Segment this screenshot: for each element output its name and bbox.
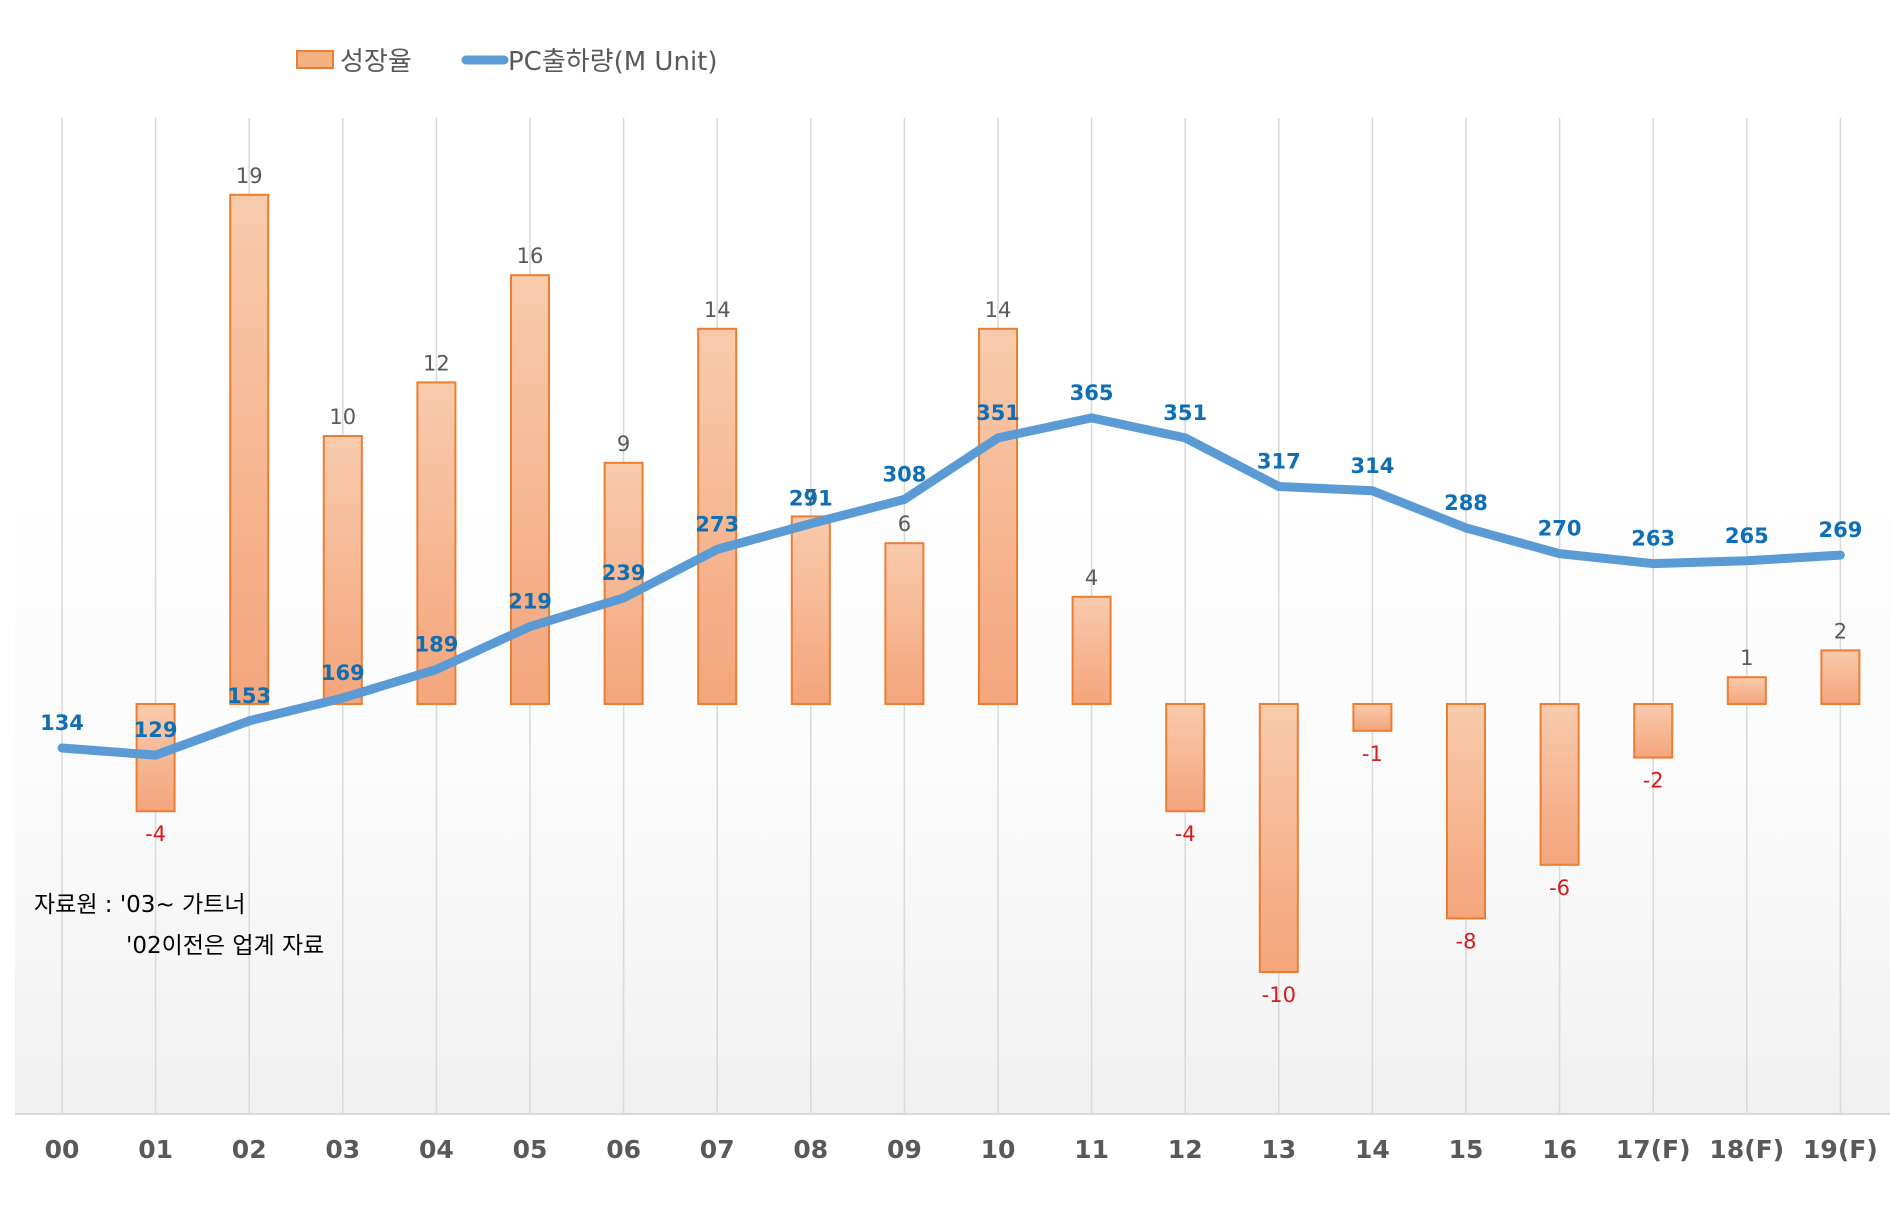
bar-label-06: 9 bbox=[617, 432, 630, 456]
source-line-1: 자료원 : '03~ 가트너 bbox=[34, 892, 246, 918]
line-label-19(F): 269 bbox=[1818, 518, 1862, 542]
bar-03 bbox=[322, 435, 363, 705]
line-label-08: 291 bbox=[789, 487, 833, 511]
x-tick-06: 06 bbox=[606, 1135, 641, 1164]
line-label-17(F): 263 bbox=[1631, 527, 1675, 551]
x-tick-10: 10 bbox=[981, 1135, 1016, 1164]
x-tick-14: 14 bbox=[1355, 1135, 1390, 1164]
line-label-04: 189 bbox=[414, 632, 458, 656]
legend: 성장율 PC출하량(M Unit) bbox=[296, 47, 718, 77]
bar-14 bbox=[1352, 703, 1393, 732]
line-label-07: 273 bbox=[695, 512, 739, 536]
line-label-10: 351 bbox=[976, 401, 1020, 425]
bar-label-01: -4 bbox=[145, 822, 166, 846]
bar-label-13: -10 bbox=[1262, 983, 1296, 1007]
x-axis-ticks: 00 01 02 03 04 05 06 07 08 09 10 11 12 13 14 15 16 17(F) 1… bbox=[45, 1135, 1878, 1164]
line-label-01: 129 bbox=[134, 718, 178, 742]
bar-17(F) bbox=[1633, 703, 1674, 759]
line-series-pc-shipments bbox=[57, 413, 1845, 760]
bar-label-04: 12 bbox=[423, 351, 450, 375]
bar-02 bbox=[229, 193, 270, 706]
line-label-02: 153 bbox=[227, 684, 271, 708]
bar-10 bbox=[978, 327, 1018, 705]
bar-label-16: -6 bbox=[1549, 876, 1570, 900]
bar-15 bbox=[1446, 703, 1486, 920]
line-path bbox=[57, 413, 1845, 760]
line-label-05: 219 bbox=[508, 590, 552, 614]
line-label-18(F): 265 bbox=[1725, 524, 1769, 548]
x-tick-15: 15 bbox=[1449, 1135, 1484, 1164]
bar-label-03: 10 bbox=[329, 405, 356, 429]
bar-16 bbox=[1539, 703, 1580, 866]
x-tick-16: 16 bbox=[1542, 1135, 1577, 1164]
x-tick-05: 05 bbox=[513, 1135, 548, 1164]
bar-label-02: 19 bbox=[236, 164, 263, 188]
bar-label-14: -1 bbox=[1362, 742, 1383, 766]
bar-series-growth-rate bbox=[135, 193, 1861, 973]
bar-label-18(F): 1 bbox=[1740, 646, 1753, 670]
bar-label-09: 6 bbox=[898, 512, 911, 536]
bar-18(F) bbox=[1726, 676, 1767, 706]
source-line-2: '02이전은 업계 자료 bbox=[126, 933, 324, 959]
x-tick-17(F): 17(F) bbox=[1616, 1135, 1691, 1164]
x-tick-01: 01 bbox=[138, 1135, 173, 1164]
bar-05 bbox=[510, 274, 550, 705]
bar-label-10: 14 bbox=[985, 298, 1012, 322]
legend-bar-label: 성장율 bbox=[340, 47, 412, 77]
bar-07 bbox=[697, 327, 738, 705]
line-label-11: 365 bbox=[1070, 381, 1114, 405]
line-label-14: 314 bbox=[1350, 454, 1394, 478]
bar-08 bbox=[790, 515, 831, 706]
legend-line-label: PC출하량(M Unit) bbox=[508, 47, 718, 77]
x-tick-03: 03 bbox=[325, 1135, 360, 1164]
x-tick-08: 08 bbox=[793, 1135, 828, 1164]
bar-label-05: 16 bbox=[517, 244, 544, 268]
legend-bar-swatch bbox=[296, 50, 334, 69]
x-tick-00: 00 bbox=[45, 1135, 80, 1164]
bar-label-15: -8 bbox=[1456, 929, 1477, 953]
bar-label-19(F): 2 bbox=[1834, 619, 1847, 643]
line-label-16: 270 bbox=[1538, 517, 1582, 541]
x-tick-02: 02 bbox=[232, 1135, 267, 1164]
bar-06 bbox=[603, 461, 644, 705]
line-label-06: 239 bbox=[602, 561, 646, 585]
x-tick-07: 07 bbox=[700, 1135, 735, 1164]
bar-12 bbox=[1165, 703, 1206, 813]
x-tick-09: 09 bbox=[887, 1135, 922, 1164]
x-tick-11: 11 bbox=[1074, 1135, 1109, 1164]
bar-label-07: 14 bbox=[704, 298, 731, 322]
bar-19(F) bbox=[1820, 649, 1861, 706]
line-label-15: 288 bbox=[1444, 491, 1488, 515]
bar-09 bbox=[884, 542, 925, 706]
bar-label-08: 7 bbox=[804, 485, 817, 509]
x-tick-13: 13 bbox=[1261, 1135, 1296, 1164]
line-label-09: 308 bbox=[882, 462, 926, 486]
bar-label-12: -4 bbox=[1175, 822, 1196, 846]
bar-13 bbox=[1258, 703, 1299, 973]
line-label-13: 317 bbox=[1257, 449, 1301, 473]
bar-04 bbox=[416, 381, 457, 705]
bar-label-11: 4 bbox=[1085, 566, 1098, 590]
x-tick-19(F): 19(F) bbox=[1803, 1135, 1878, 1164]
bar-label-17(F): -2 bbox=[1643, 769, 1664, 793]
bar-11 bbox=[1071, 595, 1112, 705]
source-annotation: 자료원 : '03~ 가트너 '02이전은 업계 자료 bbox=[34, 892, 324, 959]
x-tick-12: 12 bbox=[1168, 1135, 1203, 1164]
x-tick-04: 04 bbox=[419, 1135, 454, 1164]
x-tick-18(F): 18(F) bbox=[1709, 1135, 1784, 1164]
line-label-00: 134 bbox=[40, 711, 84, 735]
line-label-12: 351 bbox=[1163, 401, 1207, 425]
plot-background bbox=[15, 360, 1890, 1115]
line-label-03: 169 bbox=[321, 661, 365, 685]
